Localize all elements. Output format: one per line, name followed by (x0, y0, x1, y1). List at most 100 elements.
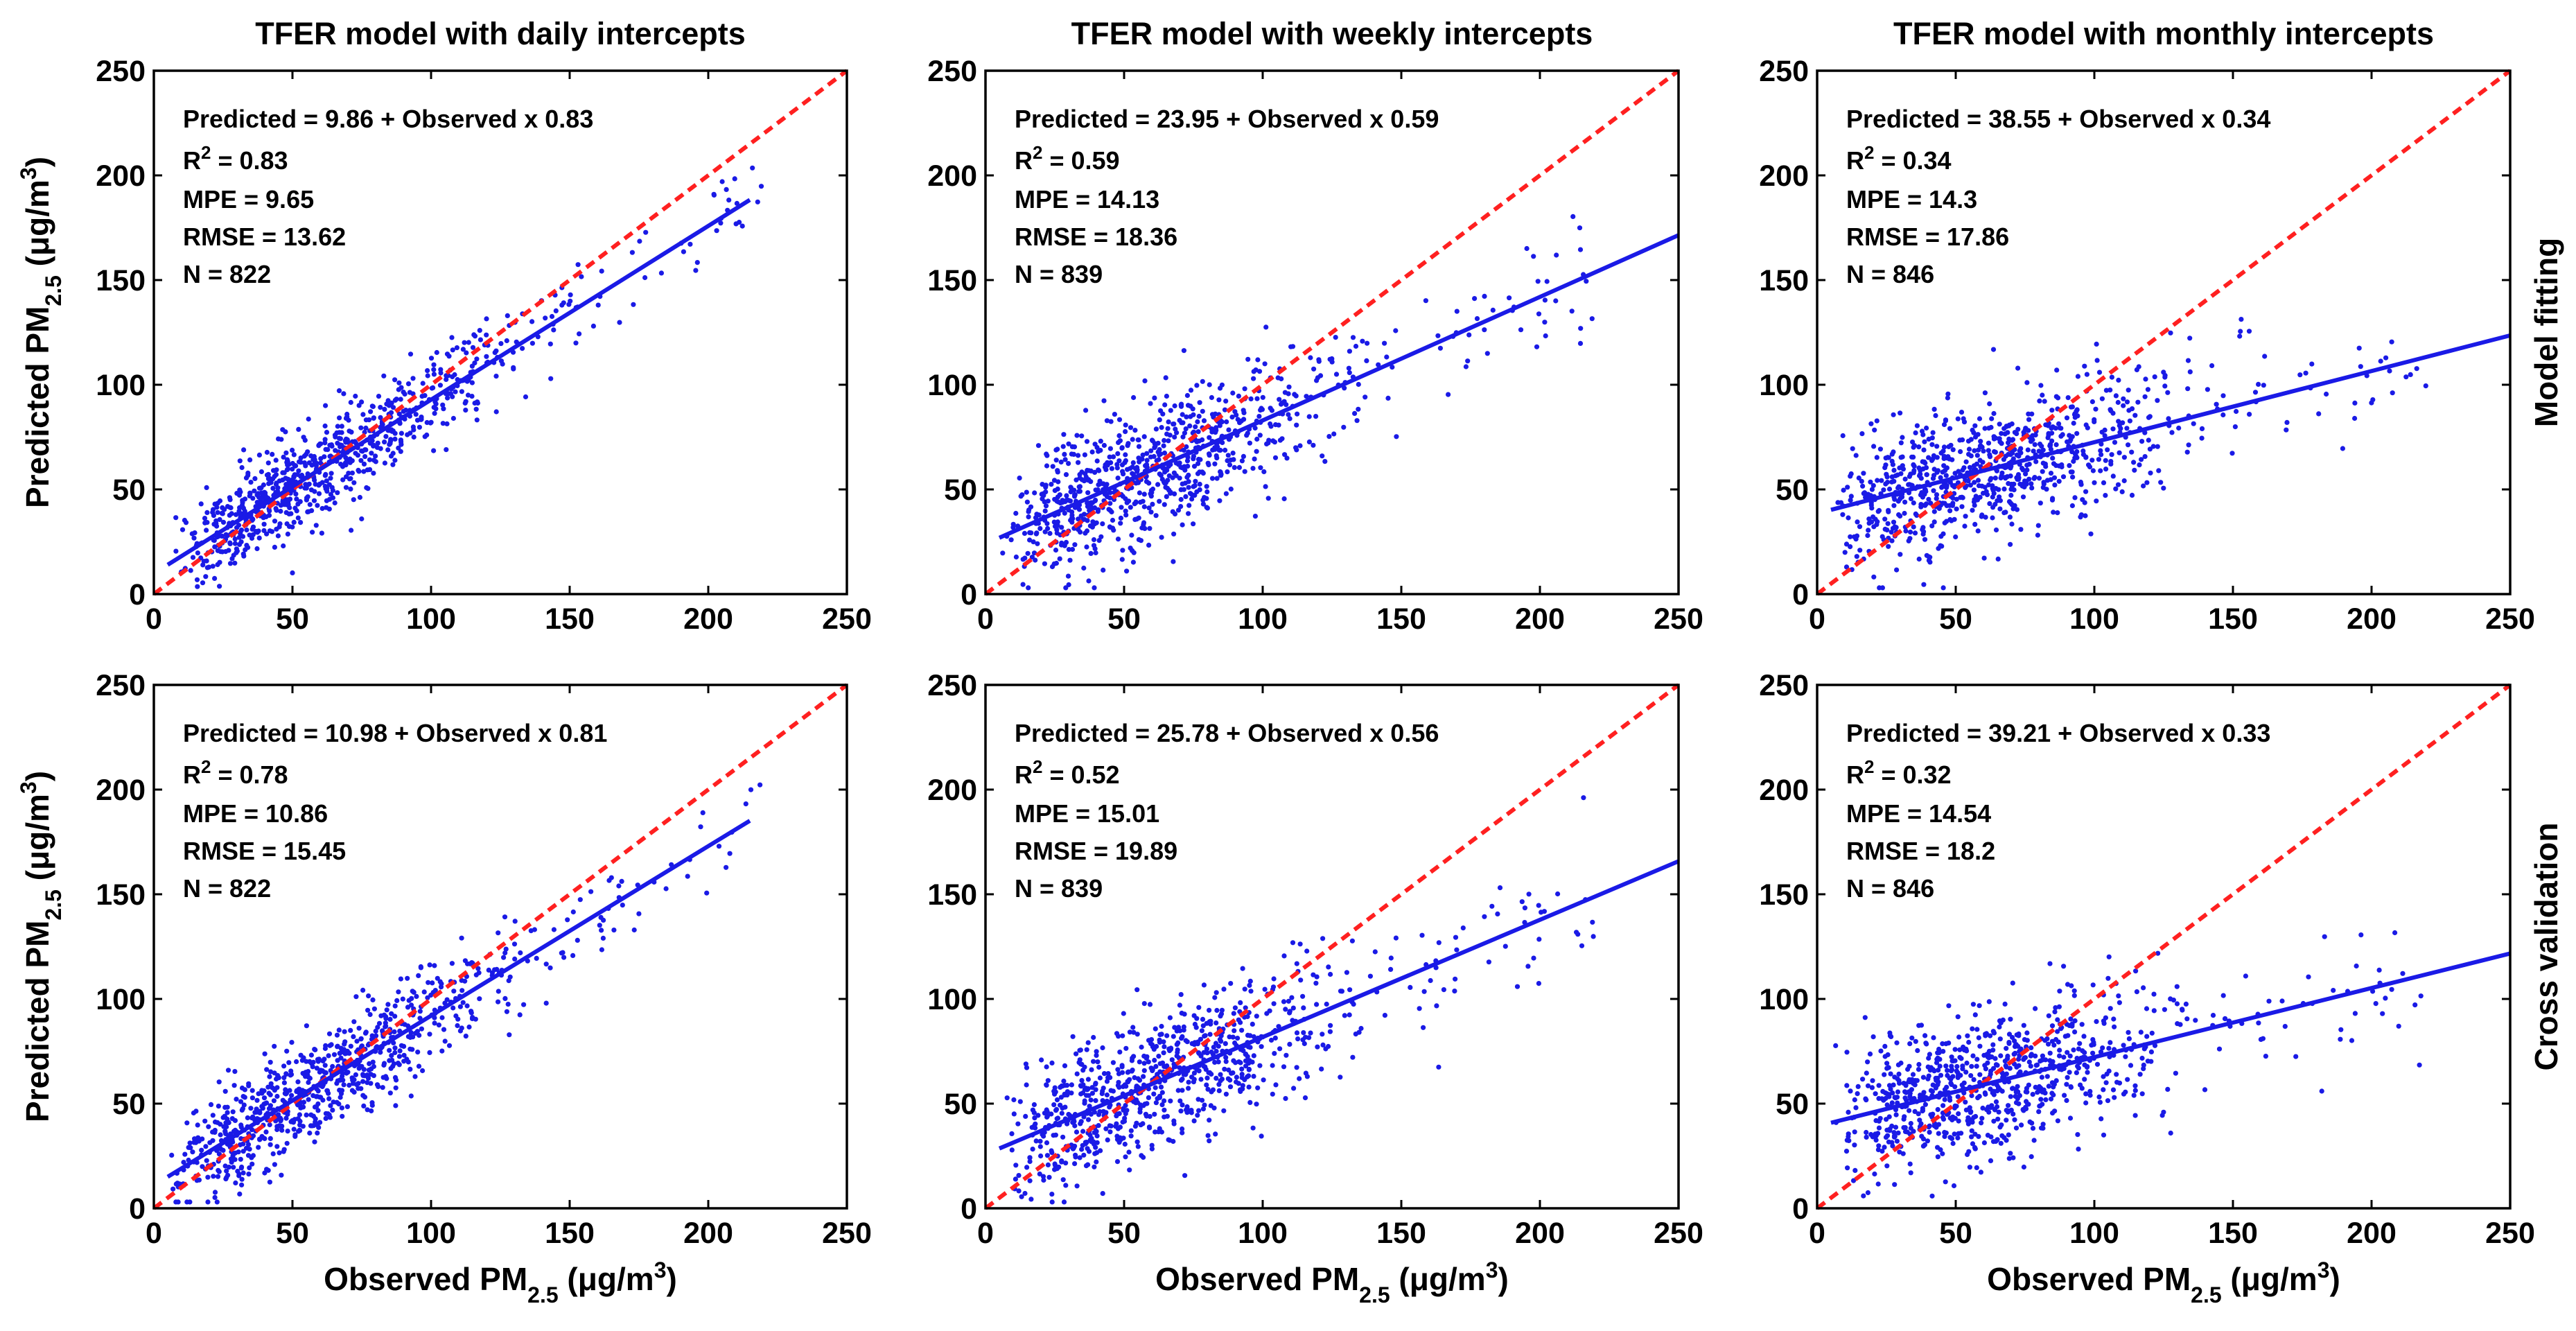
data-point (1074, 1183, 1080, 1189)
data-point (1868, 421, 1874, 426)
data-point (383, 434, 389, 440)
data-point (681, 249, 687, 254)
data-point (1929, 523, 1935, 529)
data-point (1217, 498, 1223, 503)
regression-line (166, 198, 751, 567)
data-point (224, 1168, 229, 1174)
data-point (387, 1047, 392, 1053)
data-point (373, 1028, 378, 1034)
data-point (1978, 1169, 1983, 1175)
data-point (1191, 521, 1196, 527)
data-point (1186, 1086, 1191, 1091)
data-point (417, 1032, 422, 1038)
data-point (472, 333, 478, 339)
y-tick-label: 150 (927, 264, 977, 297)
data-point (1208, 1021, 1213, 1027)
data-point (2354, 963, 2359, 969)
data-point (1197, 481, 1202, 487)
data-point (1543, 333, 1548, 339)
data-point (2035, 523, 2041, 528)
data-point (1095, 1059, 1101, 1065)
data-point (236, 523, 242, 528)
data-point (378, 415, 383, 421)
data-point (341, 1082, 347, 1088)
data-point (2132, 467, 2137, 473)
data-point (254, 546, 260, 552)
data-point (694, 260, 700, 266)
data-point (1920, 527, 1925, 532)
data-point (1266, 437, 1272, 443)
data-point (246, 1172, 252, 1177)
data-point (357, 494, 363, 501)
data-point (1086, 578, 1092, 584)
data-point (1365, 340, 1370, 346)
data-point (1204, 1050, 1210, 1056)
data-point (437, 979, 443, 984)
data-point (1024, 1065, 1030, 1070)
data-point (1055, 494, 1061, 500)
data-point (1290, 1018, 1295, 1023)
data-point (1254, 1014, 1259, 1019)
data-point (1988, 1033, 1993, 1038)
data-point (1089, 1136, 1094, 1141)
data-point (1093, 1098, 1098, 1104)
data-point (2105, 447, 2110, 453)
data-point (1060, 1134, 1066, 1140)
data-point (1159, 1032, 1164, 1037)
data-point (1393, 935, 1399, 941)
data-point (1902, 476, 1908, 482)
data-point (1870, 514, 1876, 520)
data-point (268, 1092, 273, 1097)
data-point (1882, 1043, 1888, 1049)
data-point (1884, 1061, 1890, 1066)
data-point (1852, 1142, 1857, 1148)
data-point (505, 1002, 511, 1007)
data-point (1227, 1084, 1234, 1090)
data-point (1934, 455, 1940, 460)
data-point (1859, 478, 1864, 484)
data-point (1043, 482, 1049, 488)
data-point (1898, 496, 1903, 502)
data-point (1245, 1073, 1252, 1079)
data-point (449, 335, 455, 340)
data-point (1835, 500, 1841, 505)
data-point (1200, 1016, 1206, 1022)
data-point (1953, 534, 1959, 540)
data-point (1251, 1074, 1256, 1079)
data-point (1163, 375, 1168, 381)
data-point (1840, 512, 1846, 517)
data-point (1950, 447, 1956, 453)
data-point (1144, 451, 1150, 456)
data-point (1137, 1106, 1143, 1111)
data-point (1920, 1136, 1927, 1142)
data-point (1096, 482, 1101, 487)
data-point (2040, 392, 2045, 398)
data-point (1341, 424, 1347, 430)
sample-count: N = 839 (1015, 260, 1103, 288)
data-point (2247, 412, 2252, 417)
data-point (1874, 522, 1880, 528)
data-point (2392, 930, 2398, 936)
data-point (359, 399, 365, 405)
data-point (1270, 1063, 1275, 1068)
data-point (2169, 430, 2175, 435)
data-point (1082, 452, 1087, 458)
data-point (1147, 525, 1153, 531)
data-point (739, 223, 745, 229)
data-point (1590, 919, 1595, 925)
data-point (1893, 1112, 1899, 1117)
data-point (170, 1186, 176, 1192)
data-point (1101, 442, 1107, 449)
data-point (1061, 1199, 1067, 1205)
data-point (2014, 507, 2020, 512)
data-point (420, 1068, 426, 1074)
data-point (1903, 1081, 1909, 1087)
data-point (1011, 1111, 1017, 1117)
data-point (1027, 1178, 1033, 1183)
data-point (732, 176, 737, 182)
data-point (1104, 1092, 1110, 1098)
data-point (204, 565, 210, 571)
data-point (1965, 478, 1971, 484)
data-point (1128, 1128, 1134, 1133)
data-point (315, 1088, 321, 1094)
